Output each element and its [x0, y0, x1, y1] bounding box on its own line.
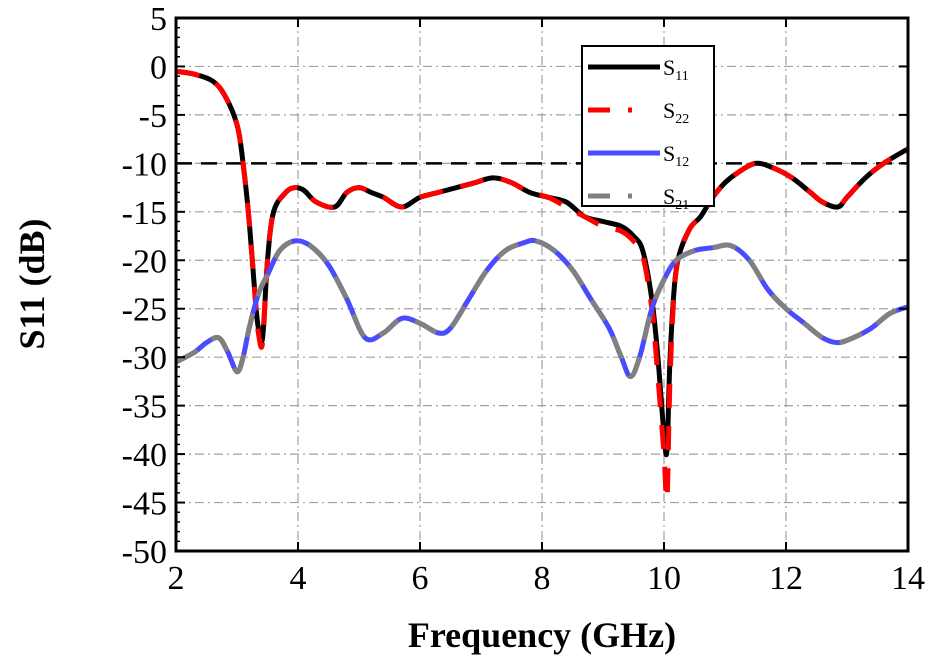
- legend-box: [581, 45, 715, 207]
- x-tick-label: 12: [769, 560, 803, 597]
- axis-ticks: [175, 17, 909, 552]
- y-tick-label: -40: [122, 437, 167, 474]
- y-tick-label: -50: [122, 534, 167, 571]
- x-axis-title: Frequency (GHz): [408, 615, 676, 655]
- y-tick-label: -25: [122, 292, 167, 329]
- x-tick-label: 10: [647, 560, 681, 597]
- y-tick-label: -15: [122, 195, 167, 232]
- y-tick-label: -45: [122, 486, 167, 523]
- series-line-s21: [176, 237, 908, 380]
- y-tick-label: -20: [122, 243, 167, 280]
- x-tick-labels: 2 4 6 8 10 12 14: [168, 560, 926, 597]
- series-layer: [176, 68, 908, 503]
- x-tick-label: 8: [534, 560, 551, 597]
- legend-label-s22: S22: [663, 98, 689, 127]
- y-tick-labels: 5 0 -5 -10 -15 -20 -25 -30 -35 -40 -45 -50: [122, 1, 167, 571]
- y-tick-label: 0: [150, 49, 167, 86]
- y-axis-title: S11 (dB): [12, 218, 52, 349]
- y-tick-label: -10: [122, 146, 167, 183]
- series-line-s22: [176, 68, 908, 503]
- x-tick-label: 4: [290, 560, 307, 597]
- x-tick-label: 14: [891, 560, 925, 597]
- x-tick-label: 6: [412, 560, 429, 597]
- x-tick-label: 2: [168, 560, 185, 597]
- y-tick-label: -30: [122, 340, 167, 377]
- y-tick-label: -35: [122, 389, 167, 426]
- y-tick-label: 5: [150, 1, 167, 38]
- y-tick-label: -5: [139, 98, 167, 135]
